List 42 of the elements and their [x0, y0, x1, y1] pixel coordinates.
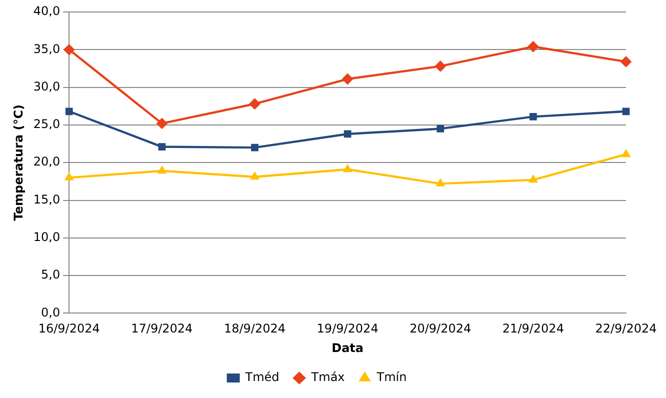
point	[65, 108, 73, 116]
y-tick-label: 5,0	[41, 268, 60, 282]
point	[436, 178, 445, 186]
point	[342, 74, 354, 85]
y-tick-label: 25,0	[33, 117, 60, 132]
point	[620, 56, 632, 68]
point	[249, 98, 260, 110]
point	[528, 41, 539, 52]
legend-label: Tmín	[376, 370, 407, 384]
legend-label: Tmáx	[310, 370, 345, 384]
x-tick-label: 16/9/2024	[38, 322, 100, 336]
point	[434, 60, 446, 72]
y-tick-label: 10,0	[33, 230, 60, 244]
point	[64, 44, 75, 56]
y-tick-label: 0,0	[41, 305, 60, 320]
legend-label: Tméd	[244, 370, 280, 384]
point	[156, 118, 168, 129]
point	[158, 166, 166, 174]
point	[343, 164, 352, 172]
point	[622, 149, 630, 158]
point	[528, 174, 538, 183]
y-axis-title: Temperatura (°C)	[11, 104, 26, 221]
point	[251, 144, 258, 152]
x-axis-title: Data	[332, 340, 364, 355]
point	[436, 125, 444, 132]
x-tick-label: 17/9/2024	[131, 322, 193, 336]
x-tick-label: 22/9/2024	[595, 322, 657, 336]
x-tick-label: 20/9/2024	[410, 322, 472, 336]
point	[64, 172, 74, 180]
y-tick-label: 20,0	[33, 154, 60, 169]
y-tick-label: 35,0	[33, 42, 60, 56]
x-tick-label: 19/9/2024	[316, 322, 378, 336]
point	[530, 112, 537, 120]
point	[250, 172, 260, 180]
y-tick-label: 15,0	[33, 192, 60, 206]
point	[158, 143, 166, 150]
x-tick-label: 21/9/2024	[502, 322, 564, 336]
point	[344, 130, 352, 138]
point	[622, 108, 630, 116]
y-tick-label: 40,0	[33, 4, 60, 18]
x-tick-label: 18/9/2024	[224, 322, 286, 336]
y-tick-label: 30,0	[33, 79, 60, 94]
